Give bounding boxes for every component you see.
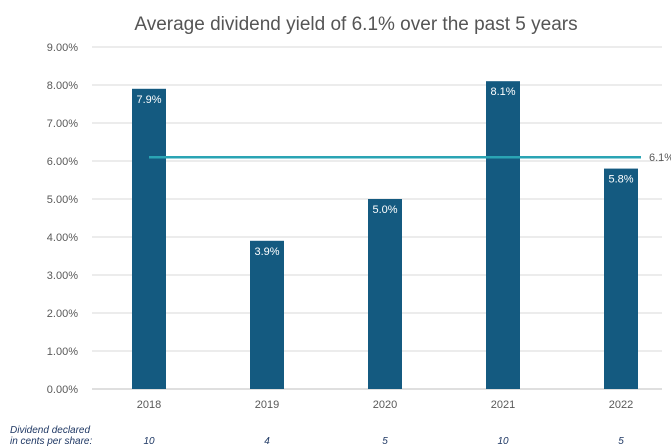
x-tick-label: 2022 bbox=[609, 399, 633, 411]
y-tick-label: 4.00% bbox=[47, 232, 78, 244]
bar-value-label: 7.9% bbox=[136, 94, 161, 106]
x-tick-label: 2019 bbox=[255, 399, 279, 411]
dividend-cents-value: 4 bbox=[264, 436, 270, 447]
footnote-label-line1: Dividend declared bbox=[10, 425, 90, 436]
average-label: 6.1% bbox=[649, 152, 671, 164]
y-tick-label: 2.00% bbox=[47, 308, 78, 320]
y-tick-label: 0.00% bbox=[47, 384, 78, 396]
y-tick-label: 3.00% bbox=[47, 270, 78, 282]
bar-2022 bbox=[604, 168, 638, 389]
y-tick-label: 1.00% bbox=[47, 346, 78, 358]
y-tick-label: 8.00% bbox=[47, 80, 78, 92]
bar-value-label: 8.1% bbox=[490, 86, 515, 98]
dividend-footnote: Dividend declared in cents per share: 10… bbox=[10, 425, 624, 447]
dividend-cents-value: 5 bbox=[618, 436, 624, 447]
bars: 7.9% 3.9% 5.0% 8.1% 5.8% bbox=[132, 81, 638, 390]
footnote-label-line2: in cents per share: bbox=[10, 436, 92, 447]
bar-value-label: 3.9% bbox=[254, 246, 279, 258]
bar-2020 bbox=[368, 199, 402, 389]
y-tick-label: 5.00% bbox=[47, 194, 78, 206]
dividend-cents-value: 5 bbox=[382, 436, 388, 447]
bar-2021 bbox=[486, 81, 520, 389]
x-tick-label: 2021 bbox=[491, 399, 515, 411]
average-line-group: 6.1% bbox=[149, 152, 671, 164]
bar-value-label: 5.0% bbox=[372, 204, 397, 216]
chart-title: Average dividend yield of 6.1% over the … bbox=[134, 14, 577, 35]
y-tick-label: 6.00% bbox=[47, 156, 78, 168]
bar-2018 bbox=[132, 88, 166, 390]
bar-value-label: 5.8% bbox=[608, 174, 633, 186]
y-tick-label: 9.00% bbox=[47, 42, 78, 54]
y-axis-ticks: 0.00% 1.00% 2.00% 3.00% 4.00% 5.00% 6.00% 7.00%… bbox=[47, 42, 78, 396]
x-tick-label: 2020 bbox=[373, 399, 397, 411]
bar-2019 bbox=[250, 240, 284, 389]
x-tick-label: 2018 bbox=[137, 399, 161, 411]
x-axis-ticks: 2018 2019 2020 2021 2022 bbox=[137, 399, 633, 411]
dividend-cents-value: 10 bbox=[143, 436, 155, 447]
dividend-cents-value: 10 bbox=[497, 436, 509, 447]
y-tick-label: 7.00% bbox=[47, 118, 78, 130]
